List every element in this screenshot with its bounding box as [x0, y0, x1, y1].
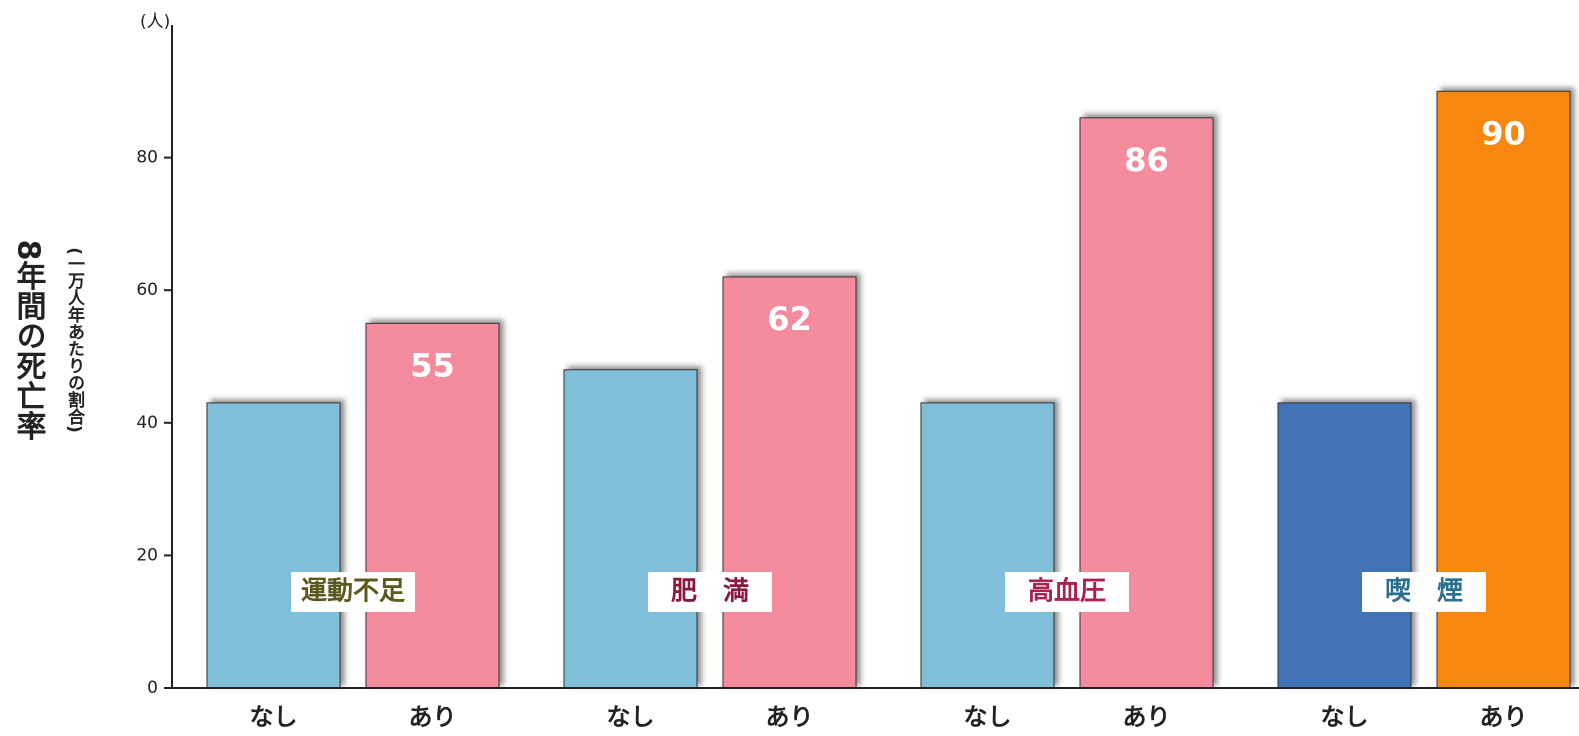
group-label: 高血圧 — [1028, 576, 1106, 607]
x-tick-label: なし — [250, 703, 298, 731]
group-label: 喫 煙 — [1385, 577, 1463, 607]
y-unit: (人) — [140, 12, 170, 32]
x-tick-label: あり — [1123, 703, 1171, 731]
x-tick-label: なし — [1321, 703, 1369, 731]
value-label: 90 — [1481, 114, 1526, 152]
group-label: 肥 満 — [671, 577, 749, 607]
y-subtitle: (一万人年あたりの割合) — [64, 247, 86, 433]
x-tick-label: あり — [409, 703, 457, 731]
chart: (人) 8年間の死亡率 (一万人年あたりの割合) 0 20 40 60 80 なし 55 あり… — [0, 0, 1579, 736]
value-label: 86 — [1124, 141, 1169, 179]
x-tick-label: なし — [964, 703, 1012, 731]
value-label: 62 — [767, 300, 812, 338]
bar — [1278, 403, 1411, 688]
group-label: 運動不足 — [301, 577, 405, 607]
y-tick-label: 60 — [136, 280, 158, 300]
y-tick-label: 20 — [136, 545, 158, 565]
bar — [564, 370, 697, 688]
y-title: 8年間の死亡率 — [11, 240, 47, 441]
value-label: 55 — [410, 346, 455, 384]
x-tick-label: なし — [607, 703, 655, 731]
bar — [921, 403, 1054, 688]
x-tick-label: あり — [1480, 703, 1528, 731]
y-tick-label: 80 — [136, 148, 158, 168]
x-tick-label: あり — [766, 703, 814, 731]
y-tick-label: 0 — [147, 678, 158, 698]
bar — [207, 403, 340, 688]
y-tick-label: 40 — [136, 413, 158, 433]
bar — [723, 277, 856, 688]
